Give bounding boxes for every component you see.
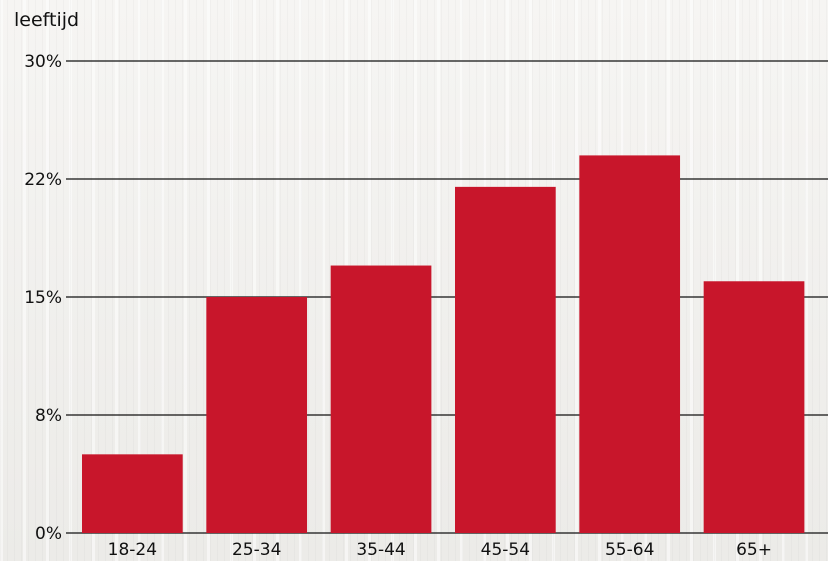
x-tick-label: 35-44 — [356, 540, 405, 560]
y-tick-label: 0% — [35, 524, 62, 544]
x-tick-label: 25-34 — [232, 540, 281, 560]
bar-25-34 — [206, 297, 308, 533]
y-tick-label: 22% — [24, 170, 62, 190]
chart-title: leeftijd — [14, 9, 80, 31]
y-tick-label: 15% — [24, 288, 62, 308]
x-tick-label: 18-24 — [108, 540, 157, 560]
x-tick-label: 65+ — [736, 540, 772, 560]
x-tick-label: 45-54 — [481, 540, 530, 560]
bar-35-44 — [330, 265, 432, 533]
x-tick-label: 55-64 — [605, 540, 654, 560]
y-tick-label: 8% — [35, 406, 62, 426]
bar-65+ — [703, 281, 805, 533]
y-tick-label: 30% — [24, 52, 62, 72]
bar-55-64 — [579, 155, 681, 533]
bar-18-24 — [82, 454, 183, 533]
bar-45-54 — [455, 186, 556, 533]
